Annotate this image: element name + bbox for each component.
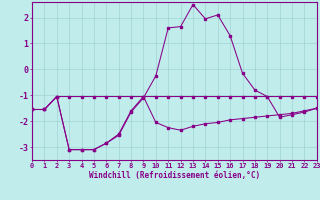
X-axis label: Windchill (Refroidissement éolien,°C): Windchill (Refroidissement éolien,°C) <box>89 171 260 180</box>
